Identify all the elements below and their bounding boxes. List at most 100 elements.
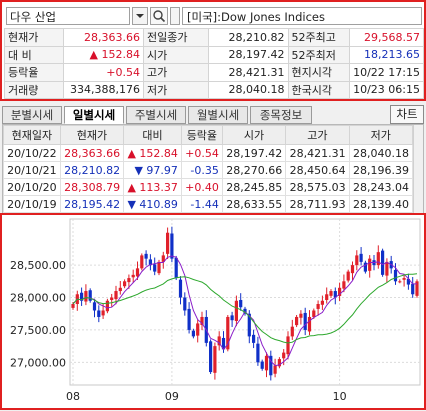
candle-body [295, 316, 299, 326]
table-row[interactable]: 20/10/19 28,195.42 ▼ 410.89 -1.44 28,633.55 2… [3, 195, 414, 213]
quote-table: 현재가 28,363.66 전일종가 28,210.82 52주최고 29,568.57 대… [3, 28, 424, 99]
more-button[interactable] [170, 7, 180, 25]
column-header[interactable]: 등락율 [180, 125, 223, 145]
column-header[interactable]: 현재가 [59, 125, 125, 145]
quote-value: 18,213.65 [349, 45, 424, 64]
candle-body [402, 278, 406, 280]
candle-body [385, 261, 389, 276]
vertical-scrollbar[interactable] [413, 125, 423, 213]
candle-body [406, 278, 410, 285]
symbol-dropdown-button[interactable] [132, 7, 148, 25]
quote-value: +0.54 [63, 63, 144, 82]
candle-body [84, 291, 88, 302]
candle-body [381, 250, 385, 275]
candlestick-chart: 28,500.00 28,000.00 27,500.00 27,000.00 08 09… [0, 213, 426, 410]
candle-body [114, 291, 118, 300]
candle-body [363, 262, 367, 272]
symbol-input[interactable]: 다우 산업 [6, 7, 130, 25]
cell-date: 20/10/22 [3, 144, 61, 162]
cell-change: ▼ 410.89 [123, 195, 182, 213]
candle-body [221, 337, 226, 350]
candle-body [200, 316, 204, 325]
cell-open: 28,633.55 [221, 195, 287, 213]
y-tick-label: 28,500.00 [10, 259, 66, 272]
cell-low: 28,243.04 [348, 178, 414, 196]
tab-stock-info[interactable]: 종목정보 [250, 106, 312, 124]
candle-body [110, 297, 114, 300]
cell-open: 28,197.42 [221, 144, 287, 162]
cell-change: ▼ 97.97 [123, 161, 182, 179]
quote-row: 대 비 ▲ 152.84 시가 28,197.42 52주최저 18,213.65 [3, 45, 424, 64]
column-header[interactable]: 대비 [123, 125, 182, 145]
candle-body [338, 287, 342, 296]
candle-body [252, 334, 256, 343]
candle-body [346, 271, 350, 281]
candle-body [187, 308, 191, 330]
quote-label: 대 비 [3, 45, 65, 64]
candle-body [153, 264, 157, 272]
quote-value: 10/23 06:15 [349, 80, 424, 99]
candle-body [71, 304, 75, 308]
candle-body [329, 291, 333, 296]
cell-price: 28,210.82 [59, 161, 125, 179]
column-header[interactable]: 고가 [285, 125, 350, 145]
quote-label: 저가 [142, 80, 210, 99]
cell-change: ▲ 152.84 [123, 144, 182, 162]
tab-daily[interactable]: 일별시세 [64, 106, 124, 124]
candle-body [260, 361, 264, 369]
candle-body [411, 283, 415, 295]
cell-rate: +0.54 [180, 144, 223, 162]
x-tick-label: 08 [66, 390, 80, 403]
tab-monthly[interactable]: 월별시세 [188, 106, 248, 124]
candle-body [97, 310, 101, 317]
table-row[interactable]: 20/10/22 28,363.66 ▲ 152.84 +0.54 28,197.42 2… [3, 144, 414, 162]
cell-rate: -1.44 [180, 195, 223, 213]
quote-label: 한국시각 [287, 80, 351, 99]
column-header[interactable]: 현재일자 [3, 125, 61, 145]
cell-high: 28,711.93 [285, 195, 350, 213]
quote-value: 28,210.82 [208, 28, 289, 47]
chevron-down-icon [136, 14, 144, 18]
y-tick-label: 28,000.00 [10, 292, 66, 305]
quote-label: 등락율 [3, 63, 65, 82]
candle-body [101, 310, 105, 316]
candle-body [355, 255, 359, 266]
quote-value: 29,568.57 [349, 28, 424, 47]
cell-low: 28,196.39 [348, 161, 414, 179]
quote-value: 28,040.18 [208, 80, 289, 99]
candle-body [105, 300, 109, 312]
table-row[interactable]: 20/10/20 28,308.79 ▲ 113.37 +0.40 28,245.85 2… [3, 178, 414, 196]
daily-price-table: 현재일자 현재가 대비 등락율 시가 고가 저가 20/10/22 28,363.66 ▲ 15… [2, 124, 424, 214]
candle-body [368, 258, 372, 271]
quote-label: 시가 [142, 45, 210, 64]
cell-rate: -0.35 [180, 161, 223, 179]
search-icon [153, 10, 166, 23]
candle-body [148, 259, 152, 266]
quote-label: 52주최저 [287, 45, 351, 64]
candle-body [282, 352, 286, 359]
candle-body [178, 279, 183, 298]
search-button[interactable] [150, 7, 168, 25]
candle-body [88, 290, 92, 301]
tab-minute[interactable]: 분별시세 [2, 106, 62, 124]
candle-body [307, 316, 312, 332]
candle-body [398, 281, 402, 283]
candle-body [333, 291, 337, 298]
candle-body [342, 281, 346, 289]
column-header[interactable]: 시가 [221, 125, 287, 145]
candle-body [234, 300, 238, 321]
table-row[interactable]: 20/10/21 28,210.82 ▼ 97.97 -0.35 28,270.66 28… [3, 161, 414, 179]
candle-body [131, 274, 135, 278]
column-header[interactable]: 저가 [348, 125, 414, 145]
cell-change: ▲ 113.37 [123, 178, 182, 196]
cell-date: 20/10/21 [3, 161, 61, 179]
quote-row: 거래량 334,388,176 저가 28,040.18 한국시각 10/23 06:15 [3, 80, 424, 99]
tab-weekly[interactable]: 주별시세 [126, 106, 186, 124]
cell-high: 28,450.64 [285, 161, 350, 179]
quote-label: 현재가 [3, 28, 65, 47]
candle-body [239, 299, 243, 308]
chart-button[interactable]: 차트 [390, 105, 424, 124]
quote-panel: 다우 산업 [미국]:Dow Jones Indices 현재가 28,363.6… [0, 0, 426, 101]
quote-label: 거래량 [3, 80, 65, 99]
cell-date: 20/10/20 [3, 178, 61, 196]
